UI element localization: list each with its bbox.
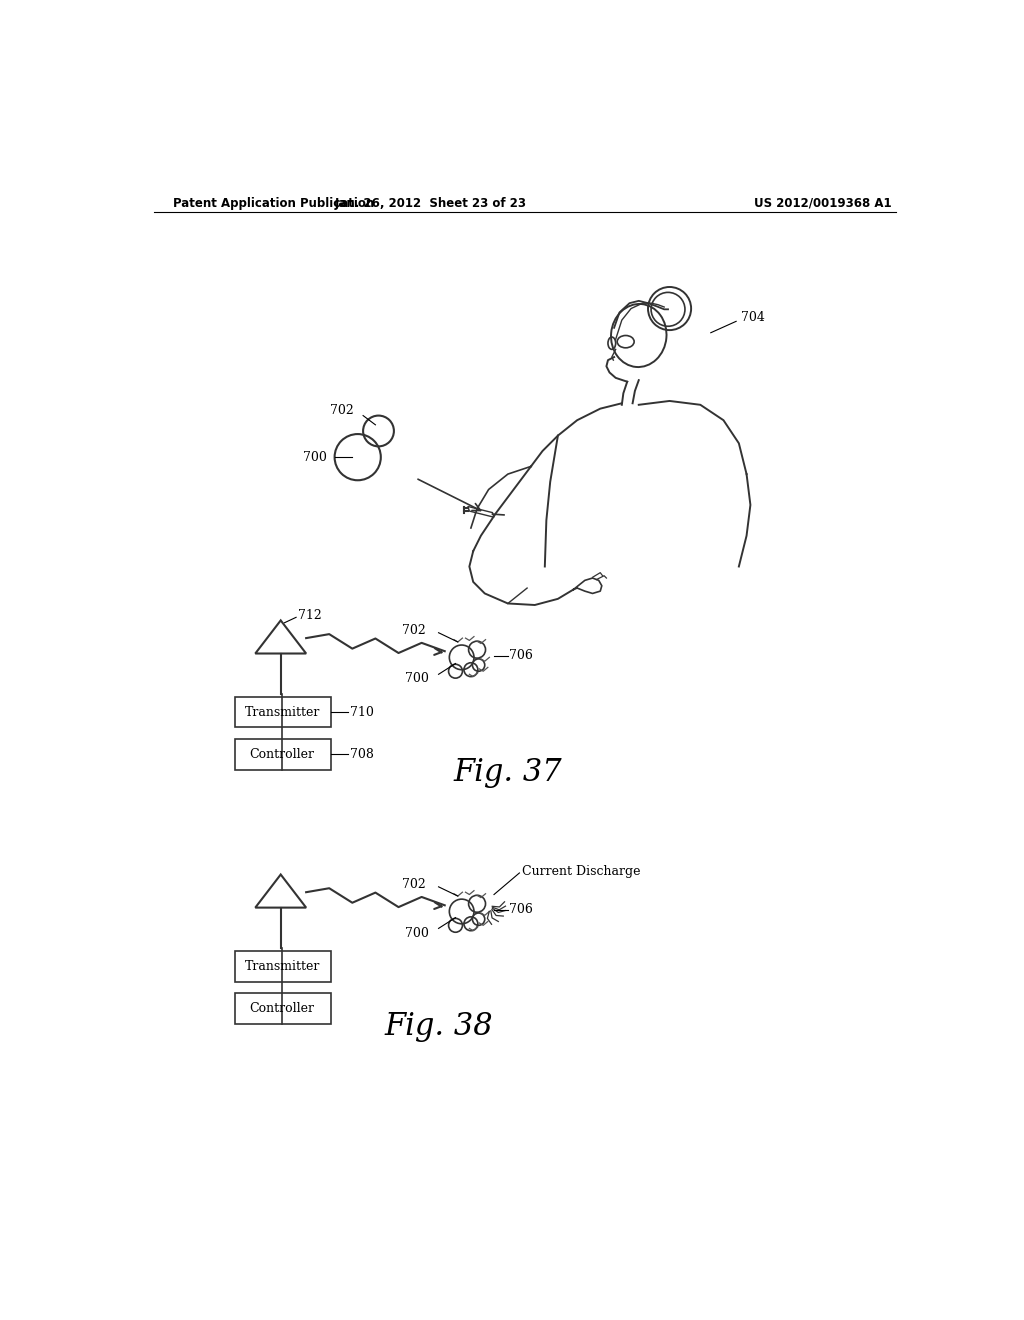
Text: US 2012/0019368 A1: US 2012/0019368 A1 — [755, 197, 892, 210]
Text: 708: 708 — [350, 748, 374, 760]
Text: 704: 704 — [741, 312, 765, 325]
Text: 700: 700 — [303, 450, 327, 463]
Text: Fig. 37: Fig. 37 — [454, 758, 562, 788]
Text: 706: 706 — [509, 649, 534, 663]
Text: Controller: Controller — [250, 1002, 314, 1015]
Text: Fig. 38: Fig. 38 — [384, 1011, 493, 1043]
Text: 712: 712 — [298, 610, 322, 622]
Text: 710: 710 — [350, 705, 374, 718]
Polygon shape — [468, 507, 494, 517]
FancyBboxPatch shape — [234, 950, 331, 982]
Text: Current Discharge: Current Discharge — [521, 865, 640, 878]
FancyBboxPatch shape — [234, 739, 331, 770]
Text: 702: 702 — [330, 404, 354, 417]
Text: 702: 702 — [401, 624, 425, 638]
Text: Controller: Controller — [250, 748, 314, 760]
FancyBboxPatch shape — [234, 993, 331, 1024]
Text: Patent Application Publication: Patent Application Publication — [173, 197, 374, 210]
Text: 700: 700 — [404, 927, 429, 940]
FancyBboxPatch shape — [234, 697, 331, 727]
Text: Transmitter: Transmitter — [245, 705, 319, 718]
Text: Jan. 26, 2012  Sheet 23 of 23: Jan. 26, 2012 Sheet 23 of 23 — [335, 197, 527, 210]
Text: 706: 706 — [509, 903, 534, 916]
Text: Transmitter: Transmitter — [245, 960, 319, 973]
Text: 700: 700 — [404, 672, 429, 685]
Text: 702: 702 — [401, 878, 425, 891]
